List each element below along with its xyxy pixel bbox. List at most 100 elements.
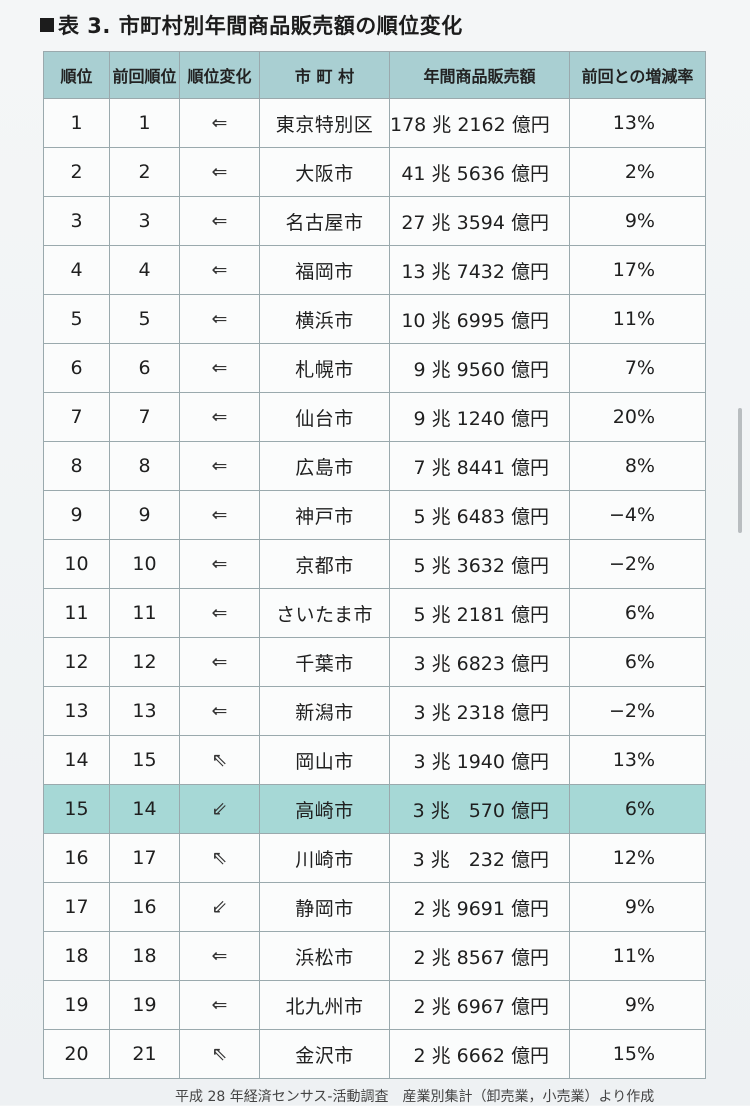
table-header-row: 順位 前回順位 順位変化 市 町 村 年間商品販売額 前回との増減率 bbox=[43, 51, 706, 99]
change-rate-cell: 20% bbox=[569, 392, 706, 442]
rank-change-arrow-icon: ⇐ bbox=[179, 392, 260, 442]
change-rate-cell: 9% bbox=[569, 196, 706, 246]
change-rate-cell: −2% bbox=[569, 686, 706, 736]
rank-cell: 8 bbox=[43, 441, 110, 491]
rank-change-arrow-icon: ⇐ bbox=[179, 637, 260, 687]
rank-cell: 1 bbox=[43, 98, 110, 148]
change-rate-cell: 15% bbox=[569, 1029, 706, 1079]
rank-change-arrow-icon: ⇐ bbox=[179, 294, 260, 344]
annual-sales-cell: 10 兆 6995 億円 bbox=[389, 294, 570, 344]
scrollbar-thumb[interactable] bbox=[738, 408, 742, 533]
previous-rank-cell: 14 bbox=[109, 784, 180, 834]
source-footnote: 平成 28 年経済センサス‐活動調査 産業別集計（卸売業，小売業）より作成 bbox=[175, 1089, 655, 1105]
table-row: 15 14 ⇙ 高崎市 3 兆 570 億円 6% bbox=[43, 784, 706, 834]
annual-sales-cell: 3 兆 1940 億円 bbox=[389, 735, 570, 785]
previous-rank-cell: 12 bbox=[109, 637, 180, 687]
previous-rank-cell: 18 bbox=[109, 931, 180, 981]
rank-change-arrow-icon: ⇐ bbox=[179, 196, 260, 246]
municipality-cell: 広島市 bbox=[259, 441, 390, 491]
municipality-cell: 岡山市 bbox=[259, 735, 390, 785]
rank-change-arrow-icon: ⇐ bbox=[179, 98, 260, 148]
table-row: 8 8 ⇐ 広島市 7 兆 8441 億円 8% bbox=[43, 441, 706, 491]
rank-change-arrow-icon: ⇐ bbox=[179, 588, 260, 638]
change-rate-cell: 7% bbox=[569, 343, 706, 393]
margin-mark bbox=[700, 686, 704, 687]
municipality-cell: 静岡市 bbox=[259, 882, 390, 932]
previous-rank-cell: 5 bbox=[109, 294, 180, 344]
annual-sales-cell: 5 兆 6483 億円 bbox=[389, 490, 570, 540]
previous-rank-cell: 17 bbox=[109, 833, 180, 883]
table-row: 10 10 ⇐ 京都市 5 兆 3632 億円 −2% bbox=[43, 539, 706, 589]
change-rate-cell: 9% bbox=[569, 980, 706, 1030]
previous-rank-cell: 19 bbox=[109, 980, 180, 1030]
rank-change-arrow-icon: ⇙ bbox=[179, 784, 260, 834]
annual-sales-cell: 178 兆 2162 億円 bbox=[389, 98, 570, 148]
municipality-cell: 浜松市 bbox=[259, 931, 390, 981]
municipality-cell: さいたま市 bbox=[259, 588, 390, 638]
table-row: 13 13 ⇐ 新潟市 3 兆 2318 億円 −2% bbox=[43, 686, 706, 736]
header-annual-sales: 年間商品販売額 bbox=[389, 51, 570, 99]
change-rate-cell: 9% bbox=[569, 882, 706, 932]
header-change-rate: 前回との増減率 bbox=[569, 51, 706, 99]
change-rate-cell: 11% bbox=[569, 294, 706, 344]
change-rate-cell: 13% bbox=[569, 98, 706, 148]
ranking-table: 順位 前回順位 順位変化 市 町 村 年間商品販売額 前回との増減率 1 1 ⇐ 東京… bbox=[43, 51, 706, 1079]
table-row: 5 5 ⇐ 横浜市 10 兆 6995 億円 11% bbox=[43, 294, 706, 344]
change-rate-cell: −2% bbox=[569, 539, 706, 589]
rank-cell: 20 bbox=[43, 1029, 110, 1079]
rank-cell: 9 bbox=[43, 490, 110, 540]
municipality-cell: 高崎市 bbox=[259, 784, 390, 834]
change-rate-cell: 6% bbox=[569, 637, 706, 687]
previous-rank-cell: 21 bbox=[109, 1029, 180, 1079]
rank-cell: 17 bbox=[43, 882, 110, 932]
change-rate-cell: 2% bbox=[569, 147, 706, 197]
annual-sales-cell: 27 兆 3594 億円 bbox=[389, 196, 570, 246]
rank-change-arrow-icon: ⇐ bbox=[179, 931, 260, 981]
rank-cell: 5 bbox=[43, 294, 110, 344]
previous-rank-cell: 3 bbox=[109, 196, 180, 246]
rank-change-arrow-icon: ⇐ bbox=[179, 147, 260, 197]
rank-cell: 19 bbox=[43, 980, 110, 1030]
annual-sales-cell: 13 兆 7432 億円 bbox=[389, 245, 570, 295]
header-rank: 順位 bbox=[43, 51, 110, 99]
table-row: 2 2 ⇐ 大阪市 41 兆 5636 億円 2% bbox=[43, 147, 706, 197]
table-row: 4 4 ⇐ 福岡市 13 兆 7432 億円 17% bbox=[43, 245, 706, 295]
rank-change-arrow-icon: ⇙ bbox=[179, 882, 260, 932]
municipality-cell: 名古屋市 bbox=[259, 196, 390, 246]
rank-cell: 13 bbox=[43, 686, 110, 736]
table-row: 9 9 ⇐ 神戸市 5 兆 6483 億円 −4% bbox=[43, 490, 706, 540]
table-row: 14 15 ⇖ 岡山市 3 兆 1940 億円 13% bbox=[43, 735, 706, 785]
annual-sales-cell: 5 兆 3632 億円 bbox=[389, 539, 570, 589]
table-row: 1 1 ⇐ 東京特別区 178 兆 2162 億円 13% bbox=[43, 98, 706, 148]
change-rate-cell: −4% bbox=[569, 490, 706, 540]
annual-sales-cell: 3 兆 570 億円 bbox=[389, 784, 570, 834]
municipality-cell: 千葉市 bbox=[259, 637, 390, 687]
change-rate-cell: 17% bbox=[569, 245, 706, 295]
change-rate-cell: 13% bbox=[569, 735, 706, 785]
municipality-cell: 神戸市 bbox=[259, 490, 390, 540]
change-rate-cell: 6% bbox=[569, 588, 706, 638]
municipality-cell: 東京特別区 bbox=[259, 98, 390, 148]
annual-sales-cell: 3 兆 6823 億円 bbox=[389, 637, 570, 687]
municipality-cell: 金沢市 bbox=[259, 1029, 390, 1079]
table-row: 19 19 ⇐ 北九州市 2 兆 6967 億円 9% bbox=[43, 980, 706, 1030]
rank-change-arrow-icon: ⇐ bbox=[179, 539, 260, 589]
annual-sales-cell: 2 兆 6662 億円 bbox=[389, 1029, 570, 1079]
table-title-text: 表 3. 市町村別年間商品販売額の順位変化 bbox=[58, 14, 463, 38]
table-row: 7 7 ⇐ 仙台市 9 兆 1240 億円 20% bbox=[43, 392, 706, 442]
municipality-cell: 大阪市 bbox=[259, 147, 390, 197]
rank-cell: 18 bbox=[43, 931, 110, 981]
rank-cell: 7 bbox=[43, 392, 110, 442]
municipality-cell: 札幌市 bbox=[259, 343, 390, 393]
rank-change-arrow-icon: ⇐ bbox=[179, 980, 260, 1030]
header-rank-change: 順位変化 bbox=[179, 51, 260, 99]
rank-cell: 2 bbox=[43, 147, 110, 197]
municipality-cell: 北九州市 bbox=[259, 980, 390, 1030]
rank-cell: 10 bbox=[43, 539, 110, 589]
previous-rank-cell: 4 bbox=[109, 245, 180, 295]
previous-rank-cell: 15 bbox=[109, 735, 180, 785]
rank-cell: 3 bbox=[43, 196, 110, 246]
table-row: 11 11 ⇐ さいたま市 5 兆 2181 億円 6% bbox=[43, 588, 706, 638]
municipality-cell: 横浜市 bbox=[259, 294, 390, 344]
